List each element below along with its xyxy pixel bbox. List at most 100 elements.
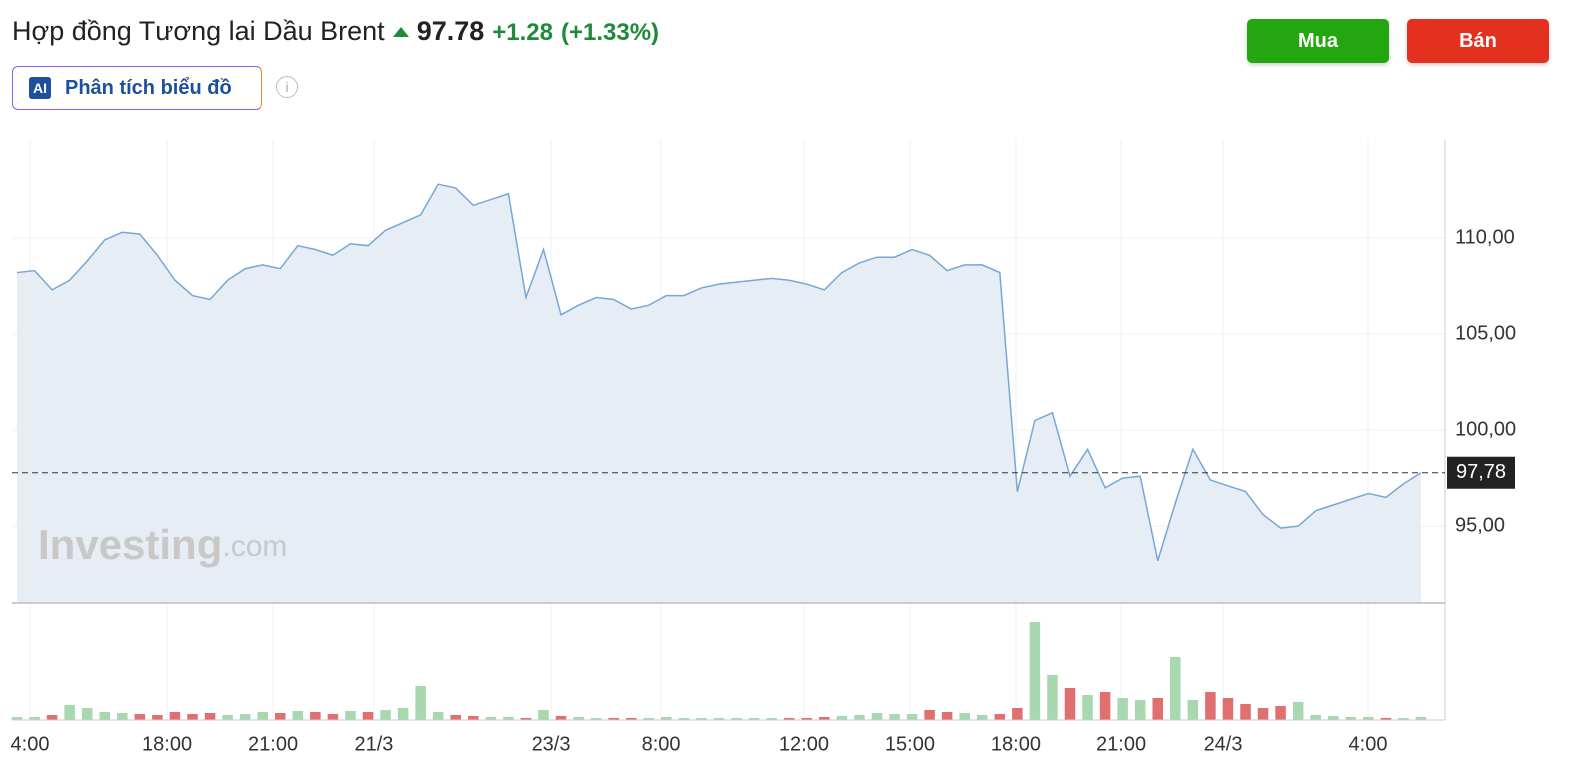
volume-bar (976, 715, 988, 720)
volume-bar (1240, 704, 1251, 720)
volume-bar (1310, 715, 1321, 720)
info-icon[interactable]: i (276, 76, 298, 98)
volume-bar (1170, 657, 1181, 720)
volume-bar (625, 718, 637, 720)
volume-bar (713, 718, 725, 720)
x-tick-label: 18:00 (142, 733, 192, 755)
volume-bar (1363, 717, 1374, 720)
volume-bar (204, 713, 216, 720)
volume-bar (485, 717, 497, 720)
volume-bar (1275, 706, 1286, 720)
volume-bar (766, 718, 777, 720)
last-price-tag (1447, 456, 1515, 489)
volume-bar (169, 712, 181, 720)
volume-bar (239, 714, 251, 720)
x-tick-label: 21:00 (248, 733, 298, 755)
volume-bar (134, 714, 146, 720)
x-tick-label: 21/3 (354, 733, 393, 755)
volume-bar (397, 708, 409, 720)
volume-bar (1029, 622, 1041, 720)
y-tick-label: 105,00 (1455, 322, 1516, 344)
x-tick-label: 24/3 (1204, 733, 1243, 755)
change: +1.28 (492, 19, 553, 46)
volume-bar (1187, 700, 1199, 720)
watermark-main: Investing (38, 521, 222, 568)
y-tick-label: 110,00 (1455, 226, 1515, 248)
volume-bar (941, 712, 953, 720)
change-pct: (+1.33%) (561, 19, 660, 46)
volume-bar (1099, 692, 1111, 720)
volume-bar (906, 714, 918, 720)
volume-bar (643, 718, 655, 720)
volume-bar (292, 711, 304, 720)
x-tick-label: 8:00 (642, 733, 681, 755)
volume-bar (152, 715, 163, 720)
volume-bar (187, 714, 198, 720)
volume-bar (854, 715, 865, 720)
volume-bar (11, 717, 23, 720)
volume-bar (661, 717, 672, 720)
volume-bar (1222, 698, 1234, 720)
volume-bar (450, 715, 462, 720)
x-tick-label: 21:00 (1096, 733, 1146, 755)
volume-bar (889, 714, 900, 720)
volume-bar (590, 718, 602, 720)
price-area (17, 184, 1421, 604)
ai-label: Phân tích biểu đồ (65, 76, 232, 99)
volume-bar (1134, 700, 1146, 720)
last-price-label: 97,78 (1456, 461, 1506, 483)
volume-bar (608, 718, 619, 720)
volume-bar (1152, 698, 1164, 720)
watermark-suffix: .com (222, 530, 287, 563)
volume-bar (1292, 702, 1304, 720)
volume-bar (538, 710, 549, 720)
volume-bar (748, 718, 760, 720)
volume-bar (1012, 708, 1023, 720)
volume-bar (99, 712, 111, 720)
volume-bar (1398, 718, 1409, 720)
volume-bar (959, 713, 970, 720)
volume-bar (696, 718, 707, 720)
x-tick-label: 23/3 (532, 733, 571, 755)
x-tick-label: 4:00 (1349, 733, 1388, 755)
volume-bar (468, 716, 479, 720)
x-tick-label: 18:00 (991, 733, 1041, 755)
volume-bar (257, 712, 268, 720)
x-tick-label: 15:00 (885, 733, 935, 755)
sell-button[interactable]: Bán (1407, 19, 1549, 63)
volume-bar (783, 718, 795, 720)
volume-bar (380, 710, 391, 720)
volume-bar (345, 711, 356, 720)
volume-bar (46, 715, 58, 720)
volume-bar (415, 686, 426, 720)
volume-bar (1064, 688, 1076, 720)
volume-bar (310, 712, 321, 720)
volume-bar (1327, 716, 1339, 720)
y-tick-label: 95,00 (1455, 514, 1505, 536)
up-arrow (392, 27, 409, 37)
volume-bar (29, 717, 40, 720)
volume-bar (1380, 718, 1392, 720)
volume-bar (1205, 692, 1216, 720)
volume-bar (836, 716, 848, 720)
buy-button[interactable]: Mua (1247, 19, 1389, 63)
volume-bar (731, 718, 742, 720)
volume-bar (1047, 675, 1058, 720)
ai-badge: AI (29, 77, 51, 99)
volume-bar (222, 715, 233, 720)
volume-bar (555, 716, 567, 720)
volume-bar (503, 717, 514, 720)
volume-bar (64, 705, 75, 720)
volume-bar (274, 713, 286, 720)
header: Hợp đồng Tương lai Dầu Brent 97.78 +1.28… (12, 16, 659, 47)
x-tick-label: 12:00 (779, 733, 829, 755)
ai-button[interactable]: AI Phân tích biểu đồ (12, 66, 262, 110)
watermark: Investing.com (38, 521, 287, 568)
volume-bar (520, 718, 532, 720)
volume-bar (327, 714, 339, 720)
volume-bar (1415, 717, 1427, 720)
volume-bar (1345, 717, 1357, 720)
title: Hợp đồng Tương lai Dầu Brent (12, 16, 385, 46)
